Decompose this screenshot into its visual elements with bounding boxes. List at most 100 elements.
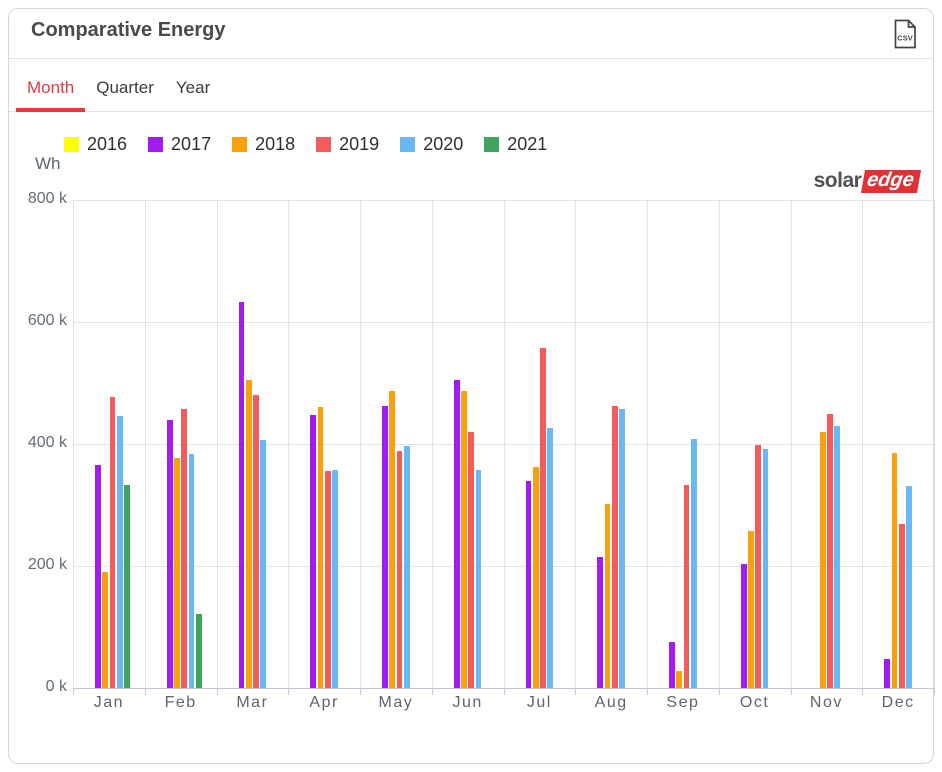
gridline-v-3 [288, 200, 290, 688]
x-axis-label-oct: Oct [739, 694, 770, 711]
bar-apr-2017[interactable] [310, 414, 317, 688]
bar-mar-2020[interactable] [260, 439, 267, 688]
bar-mar-2018[interactable] [245, 379, 252, 688]
bar-oct-2017[interactable] [740, 564, 747, 688]
bar-sep-2020[interactable] [690, 438, 697, 688]
bar-dec-2018[interactable] [891, 453, 898, 688]
gridline-v-5 [431, 200, 433, 688]
legend-item-2018[interactable]: 2018 [232, 134, 295, 155]
legend-item-2016[interactable]: 2016 [64, 134, 127, 155]
bar-jul-2020[interactable] [547, 428, 554, 688]
x-axis-tick-10 [790, 688, 792, 695]
gridline-v-9 [718, 200, 720, 688]
bar-jan-2021[interactable] [123, 484, 130, 688]
bar-sep-2018[interactable] [676, 670, 683, 688]
bar-jan-2020[interactable] [116, 415, 123, 688]
legend-item-2021[interactable]: 2021 [484, 134, 547, 155]
bar-oct-2018[interactable] [748, 530, 754, 688]
solaredge-logo: solar edge [813, 169, 922, 193]
y-axis-label-800k: 800 k [27, 190, 67, 207]
bar-aug-2019[interactable] [611, 406, 618, 688]
x-axis-tick-9 [718, 688, 720, 695]
x-axis-label-nov: Nov [809, 694, 843, 711]
panel-header: Comparative Energy CSV [9, 9, 933, 59]
bar-mar-2019[interactable] [253, 394, 259, 688]
csv-export-button[interactable]: CSV [891, 19, 919, 51]
x-axis-tick-7 [575, 688, 577, 695]
logo-text-solar: solar [813, 169, 862, 192]
y-axis-label-400k: 400 k [27, 434, 67, 451]
legend-item-2017[interactable]: 2017 [148, 134, 211, 155]
x-axis-label-dec: Dec [881, 694, 915, 711]
bar-feb-2018[interactable] [174, 458, 180, 688]
bar-feb-2019[interactable] [181, 409, 188, 688]
bar-sep-2017[interactable] [669, 641, 675, 688]
panel-title: Comparative Energy [31, 19, 226, 41]
bar-jun-2020[interactable] [475, 469, 482, 688]
bar-feb-2021[interactable] [195, 613, 202, 688]
gridline-v-2 [216, 200, 218, 688]
bar-jan-2018[interactable] [102, 572, 109, 688]
bar-dec-2020[interactable] [906, 486, 912, 688]
y-axis-label-600k: 600 k [27, 312, 67, 329]
x-axis-tick-11 [862, 688, 864, 695]
bar-jun-2018[interactable] [461, 390, 467, 688]
gridline-v-11 [862, 200, 864, 688]
logo-text-edge: edge [861, 169, 922, 193]
bar-aug-2020[interactable] [619, 409, 625, 688]
x-axis-tick-0 [73, 688, 74, 695]
bar-oct-2019[interactable] [755, 444, 762, 688]
x-axis-label-jan: Jan [93, 694, 125, 711]
legend-item-2019[interactable]: 2019 [316, 134, 379, 155]
bar-apr-2019[interactable] [324, 471, 331, 688]
x-axis-label-feb: Feb [164, 694, 197, 711]
csv-file-icon: CSV [894, 19, 916, 49]
bar-mar-2017[interactable] [238, 301, 245, 688]
x-axis-tick-1 [144, 688, 146, 695]
bar-jan-2019[interactable] [109, 397, 116, 688]
x-axis-tick-5 [431, 688, 433, 695]
bar-apr-2018[interactable] [317, 407, 324, 688]
bar-may-2017[interactable] [382, 406, 388, 688]
y-axis-label-200k: 200 k [27, 556, 67, 573]
tab-quarter[interactable]: Quarter [96, 78, 154, 97]
gridline-v-10 [790, 200, 792, 688]
gridline-v-1 [144, 200, 146, 688]
bar-may-2020[interactable] [403, 445, 410, 688]
x-axis-tick-4 [360, 688, 361, 695]
bar-jul-2019[interactable] [540, 347, 546, 688]
x-axis-line [73, 688, 934, 689]
legend-swatch-2021 [484, 137, 500, 152]
bar-jun-2017[interactable] [453, 379, 460, 688]
legend-label-2019: 2019 [339, 134, 380, 154]
x-axis-tick-2 [216, 688, 218, 695]
bar-aug-2018[interactable] [604, 503, 611, 688]
bar-jul-2017[interactable] [525, 481, 532, 688]
legend-label-2021: 2021 [507, 134, 548, 154]
bar-nov-2018[interactable] [819, 432, 826, 688]
gridline-v-0 [73, 200, 74, 688]
tab-month[interactable]: Month [16, 72, 86, 112]
bar-dec-2017[interactable] [884, 659, 891, 688]
bar-apr-2020[interactable] [332, 470, 338, 688]
bar-feb-2020[interactable] [188, 454, 195, 688]
bar-nov-2019[interactable] [827, 413, 833, 688]
legend-swatch-2019 [316, 137, 332, 152]
bar-jul-2018[interactable] [532, 467, 539, 688]
bar-oct-2020[interactable] [762, 448, 769, 688]
bar-jun-2019[interactable] [468, 432, 475, 688]
bar-may-2019[interactable] [396, 451, 403, 688]
bar-dec-2019[interactable] [898, 523, 905, 688]
bar-nov-2020[interactable] [834, 426, 841, 688]
x-axis-label-mar: Mar [236, 694, 269, 711]
bar-feb-2017[interactable] [166, 420, 173, 688]
bar-sep-2019[interactable] [683, 485, 690, 688]
tab-year[interactable]: Year [175, 78, 211, 97]
period-tabs: Month Quarter Year [9, 58, 933, 112]
bar-may-2018[interactable] [389, 390, 396, 688]
x-axis-label-apr: Apr [309, 694, 339, 711]
bar-aug-2017[interactable] [597, 557, 604, 688]
legend-label-2018: 2018 [255, 134, 296, 154]
legend-item-2020[interactable]: 2020 [400, 134, 463, 155]
bar-jan-2017[interactable] [95, 465, 101, 688]
